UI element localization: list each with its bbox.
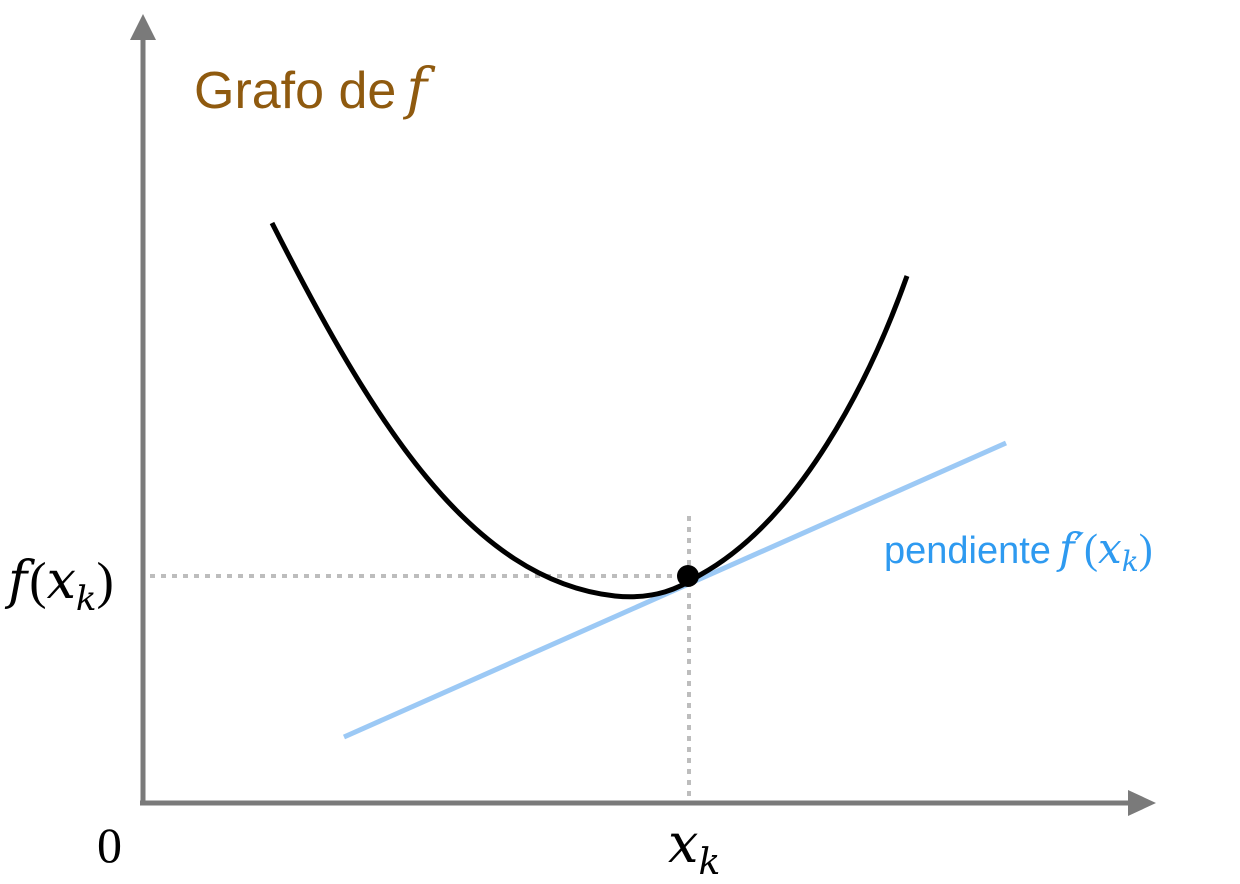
origin-label: 0	[97, 817, 122, 873]
x-label-subscript: k	[698, 842, 720, 883]
function-curve	[269, 221, 910, 600]
title-text: Grafo de	[194, 62, 396, 120]
x-axis-label: xk	[668, 812, 720, 883]
diagram-title: Grafo de f	[194, 57, 436, 122]
y-label-variable: x	[47, 551, 76, 611]
y-label-subscript: k	[76, 579, 97, 619]
title-symbol: f	[402, 57, 436, 122]
y-label-close-paren: )	[97, 553, 114, 610]
tangent-label-open-paren: (	[1084, 527, 1098, 573]
axes	[130, 14, 1156, 816]
tangent-label-variable: x	[1098, 524, 1122, 573]
tangent-label: pendiente f′(xk)	[884, 524, 1153, 578]
x-axis-arrowhead	[1128, 790, 1156, 816]
tangent-label-subscript: k	[1122, 545, 1139, 578]
y-axis-arrowhead	[130, 14, 156, 40]
x-label-base: x	[668, 812, 698, 875]
tangent-point	[677, 565, 699, 587]
tangent-label-close-paren: )	[1139, 527, 1153, 573]
tangent-label-text: pendiente	[884, 530, 1051, 572]
y-axis-label: f(xk)	[4, 551, 114, 619]
tangent-label-function: f′	[1056, 524, 1085, 573]
y-label-open-paren: (	[29, 553, 46, 610]
